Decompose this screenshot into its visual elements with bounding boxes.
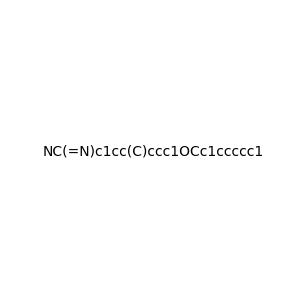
Text: NC(=N)c1cc(C)ccc1OCc1ccccc1: NC(=N)c1cc(C)ccc1OCc1ccccc1 [43, 145, 264, 158]
